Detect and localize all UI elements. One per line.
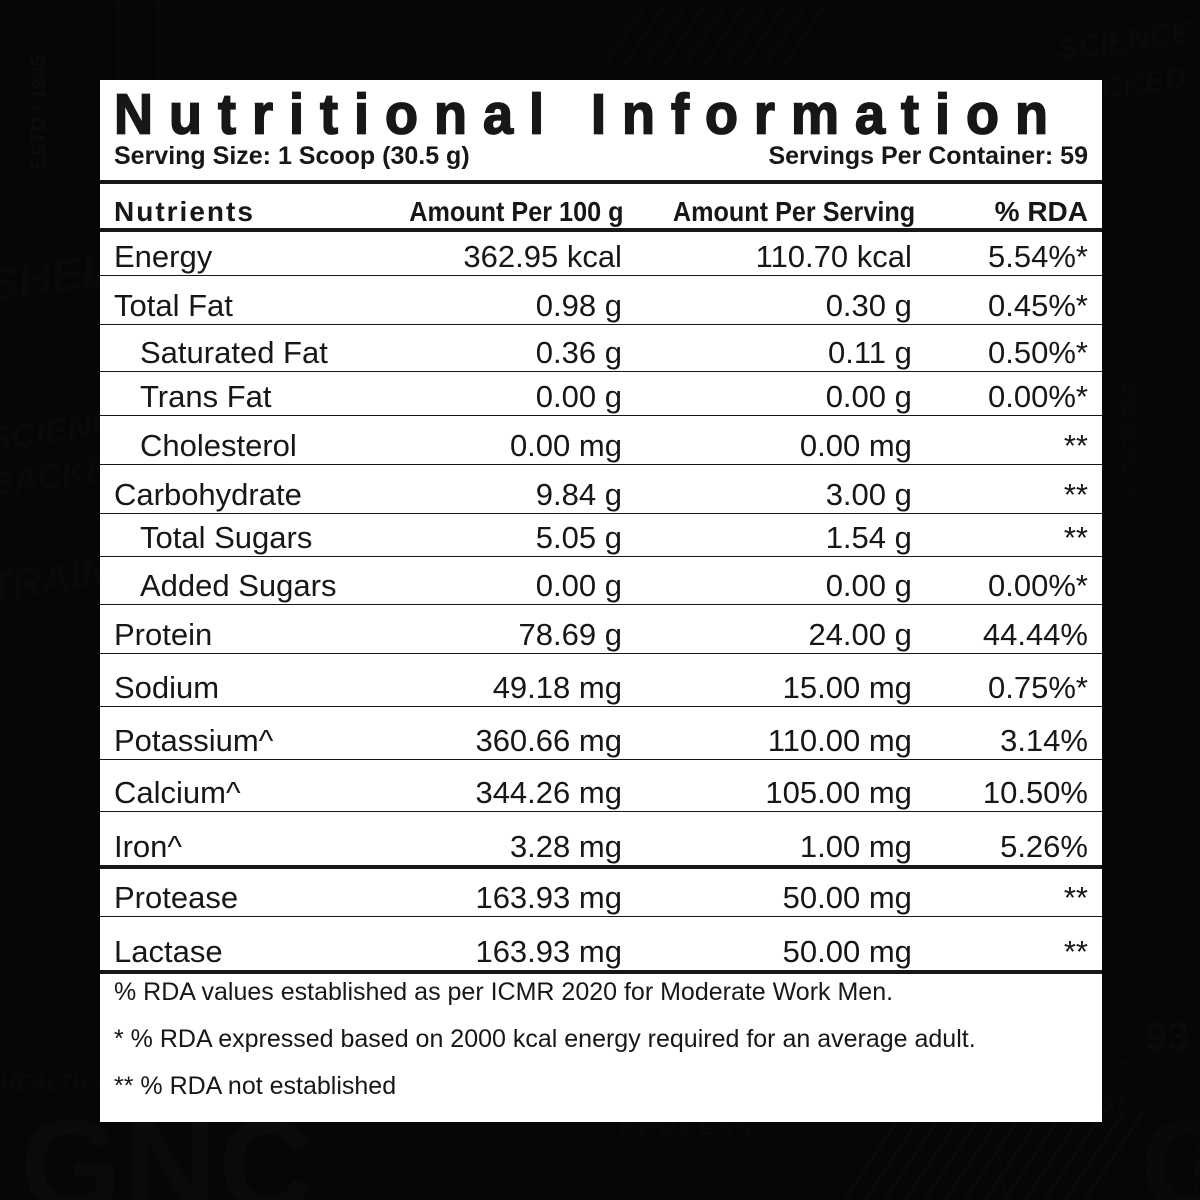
svg-text:117: 117 bbox=[807, 1154, 824, 1180]
svg-text:SCIENCE: SCIENCE bbox=[1056, 16, 1194, 67]
svg-text:HEALTH &: HEALTH & bbox=[0, 1070, 110, 1095]
svg-text:ESTD / 1935: ESTD / 1935 bbox=[28, 55, 50, 170]
svg-text:93: 93 bbox=[1145, 1015, 1190, 1059]
svg-text:AUTHORIZED: AUTHORIZED bbox=[1119, 382, 1139, 500]
svg-text:GNC: GNC bbox=[1140, 1092, 1200, 1200]
